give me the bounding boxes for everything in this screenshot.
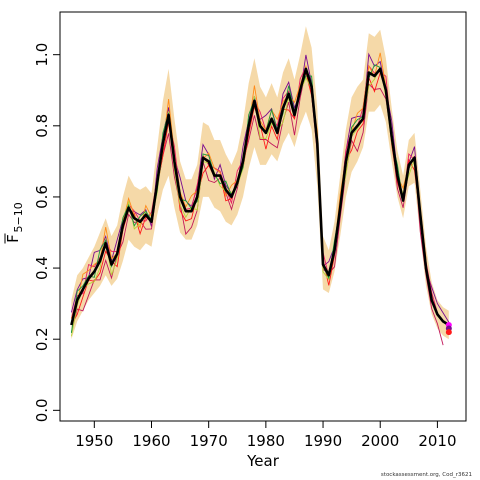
main-series-line [70,67,450,327]
end-points-layer [445,321,452,336]
x-tick-label-2000: 2000 [361,432,399,450]
y-tick-label-5: 1.0 [33,43,51,67]
y-tick-label-1: 0.2 [33,327,51,351]
y-axis-title: F 5−10 [4,202,25,244]
y-tick-label-3: 0.6 [33,185,51,209]
y-axis-title-group: F 5−10 [4,202,25,244]
y-axis-title-sub: 5−10 [12,202,25,232]
retro-series-line-7 [70,64,415,333]
y-tick-label-2: 0.4 [33,256,51,280]
y-axis: 0.0 0.2 0.4 0.6 0.8 1.0 [33,43,60,422]
x-tick-label-2010: 2010 [418,432,456,450]
x-tick-label-1950: 1950 [75,432,113,450]
x-axis-title: Year [246,452,280,470]
x-axis: 1950 1960 1970 1980 1990 2000 2010 [75,420,457,450]
x-tick-label-1960: 1960 [132,432,170,450]
y-axis-title-main: F [4,234,22,243]
y-tick-label-0: 0.0 [33,398,51,422]
confidence-band-layer [71,26,449,340]
confidence-band [71,26,449,340]
end-point-3 [445,329,452,336]
x-tick-label-1990: 1990 [304,432,342,450]
y-tick-label-4: 0.8 [33,114,51,138]
x-tick-label-1980: 1980 [247,432,285,450]
x-tick-label-1970: 1970 [190,432,228,450]
main-series-layer [70,67,450,327]
footer-credit: stockassessment.org, Cod_r3621 [380,472,472,478]
